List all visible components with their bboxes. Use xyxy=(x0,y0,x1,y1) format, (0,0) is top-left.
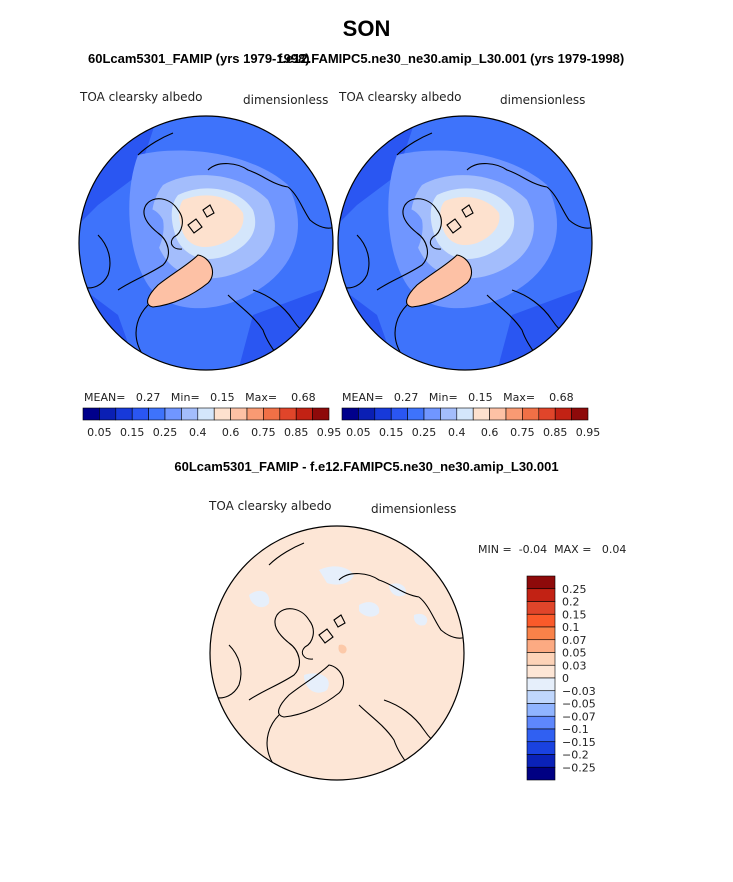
colorbar-cell xyxy=(246,407,264,421)
left-units-label: dimensionless xyxy=(243,93,329,107)
colorbar-tick-label: 0.15 xyxy=(562,608,587,621)
right-variable-label: TOA clearsky albedo xyxy=(339,90,462,104)
colorbar-cell xyxy=(538,407,556,421)
colorbar-cell xyxy=(230,407,248,421)
colorbar-tick-label: 0.75 xyxy=(510,426,535,439)
colorbar-cell xyxy=(526,728,556,743)
colorbar-cell xyxy=(263,407,281,421)
colorbar-cell xyxy=(526,626,556,641)
colorbar-cell xyxy=(164,407,182,421)
colorbar-cell xyxy=(181,407,199,421)
colorbar-cell xyxy=(82,407,100,421)
left-panel-subtitle: 60Lcam5301_FAMIP (yrs 1979-1998) xyxy=(88,51,310,66)
colorbar-cell xyxy=(115,407,133,421)
colorbar-tick-label: 0.1 xyxy=(562,621,580,634)
colorbar-tick-label: 0.25 xyxy=(412,426,437,439)
colorbar-tick-label: 0.4 xyxy=(189,426,207,439)
left-stats: MEAN= 0.27 Min= 0.15 Max= 0.68 xyxy=(84,391,316,404)
colorbar-tick-label: −0.2 xyxy=(562,749,589,762)
left-polar-map xyxy=(78,115,334,371)
colorbar-cell xyxy=(526,639,556,653)
colorbar-tick-label: 0.15 xyxy=(120,426,145,439)
colorbar-cell xyxy=(390,407,408,421)
colorbar-tick-label: 0.6 xyxy=(481,426,499,439)
colorbar-cell xyxy=(197,407,215,421)
colorbar-cell xyxy=(526,601,556,615)
colorbar-cell xyxy=(489,407,507,421)
colorbar-tick-label: 0.2 xyxy=(562,596,580,609)
diff-units-label: dimensionless xyxy=(371,502,457,516)
right-panel-subtitle: f.e12.FAMIPC5.ne30_ne30.amip_L30.001 (yr… xyxy=(278,51,625,66)
right-stats: MEAN= 0.27 Min= 0.15 Max= 0.68 xyxy=(342,391,574,404)
colorbar-cell xyxy=(526,575,556,590)
colorbar-cell xyxy=(358,407,376,421)
colorbar-cell xyxy=(554,407,572,421)
colorbar-tick-label: 0.03 xyxy=(562,659,587,672)
colorbar-cell xyxy=(526,741,556,755)
colorbar-cell xyxy=(571,407,589,421)
colorbar-tick-label: −0.25 xyxy=(562,761,596,774)
colorbar-cell xyxy=(526,588,556,602)
right-polar-map xyxy=(337,115,593,371)
colorbar-tick-label: 0.15 xyxy=(379,426,404,439)
colorbar-cell xyxy=(472,407,490,421)
colorbar-cell xyxy=(407,407,425,421)
colorbar-tick-label: −0.07 xyxy=(562,710,596,723)
colorbar-tick-label: 0.85 xyxy=(543,426,568,439)
colorbar-cell xyxy=(526,677,556,692)
colorbar-cell xyxy=(440,407,458,421)
colorbar-tick-label: 0.95 xyxy=(317,426,342,439)
colorbar-tick-label: 0.05 xyxy=(562,647,587,660)
colorbar-tick-label: 0.6 xyxy=(222,426,240,439)
colorbar-tick-label: −0.03 xyxy=(562,685,596,698)
colorbar-cell xyxy=(99,407,117,421)
colorbar-cell xyxy=(131,407,149,421)
left-colorbar: 0.05 0.15 0.25 0.4 0.6 0.75 0.85 0.95 xyxy=(82,407,341,439)
colorbar-tick-label: −0.05 xyxy=(562,698,596,711)
right-units-label: dimensionless xyxy=(500,93,586,107)
colorbar-cell xyxy=(505,407,523,421)
diff-stats: MIN = -0.04 MAX = 0.04 xyxy=(478,543,627,556)
colorbar-tick-label: −0.15 xyxy=(562,736,596,749)
colorbar-cell xyxy=(526,766,556,781)
colorbar-cell xyxy=(423,407,441,421)
colorbar-tick-label: 0 xyxy=(562,672,569,685)
colorbar-cell xyxy=(526,703,556,717)
colorbar-tick-label: 0.05 xyxy=(346,426,371,439)
diff-colorbar: 0.250.20.150.10.070.050.030−0.03−0.05−0.… xyxy=(526,575,596,781)
colorbar-cell xyxy=(312,407,330,421)
colorbar-cell xyxy=(148,407,166,421)
colorbar-cell xyxy=(526,664,556,679)
colorbar-cell xyxy=(374,407,392,421)
colorbar-tick-label: 0.85 xyxy=(284,426,309,439)
colorbar-tick-label: 0.25 xyxy=(562,583,587,596)
diff-panel-subtitle: 60Lcam5301_FAMIP - f.e12.FAMIPC5.ne30_ne… xyxy=(174,459,559,474)
colorbar-cell xyxy=(526,652,556,666)
colorbar-cell xyxy=(213,407,231,421)
colorbar-cell xyxy=(526,754,556,768)
colorbar-cell xyxy=(526,715,556,730)
colorbar-tick-label: −0.1 xyxy=(562,723,589,736)
colorbar-cell xyxy=(341,407,359,421)
right-colorbar: 0.05 0.15 0.25 0.4 0.6 0.75 0.85 0.95 xyxy=(341,407,600,439)
left-variable-label: TOA clearsky albedo xyxy=(80,90,203,104)
colorbar-cell xyxy=(522,407,540,421)
colorbar-tick-label: 0.25 xyxy=(153,426,178,439)
colorbar-cell xyxy=(279,407,297,421)
colorbar-cell xyxy=(526,613,556,628)
diff-variable-label: TOA clearsky albedo xyxy=(209,499,332,513)
colorbar-cell xyxy=(456,407,474,421)
diff-polar-map xyxy=(209,525,465,781)
colorbar-cell xyxy=(526,690,556,704)
colorbar-tick-label: 0.95 xyxy=(576,426,601,439)
colorbar-cell xyxy=(295,407,313,421)
colorbar-tick-label: 0.4 xyxy=(448,426,466,439)
page-title: SON xyxy=(342,16,391,41)
colorbar-tick-label: 0.75 xyxy=(251,426,276,439)
colorbar-tick-label: 0.05 xyxy=(87,426,112,439)
colorbar-tick-label: 0.07 xyxy=(562,634,587,647)
